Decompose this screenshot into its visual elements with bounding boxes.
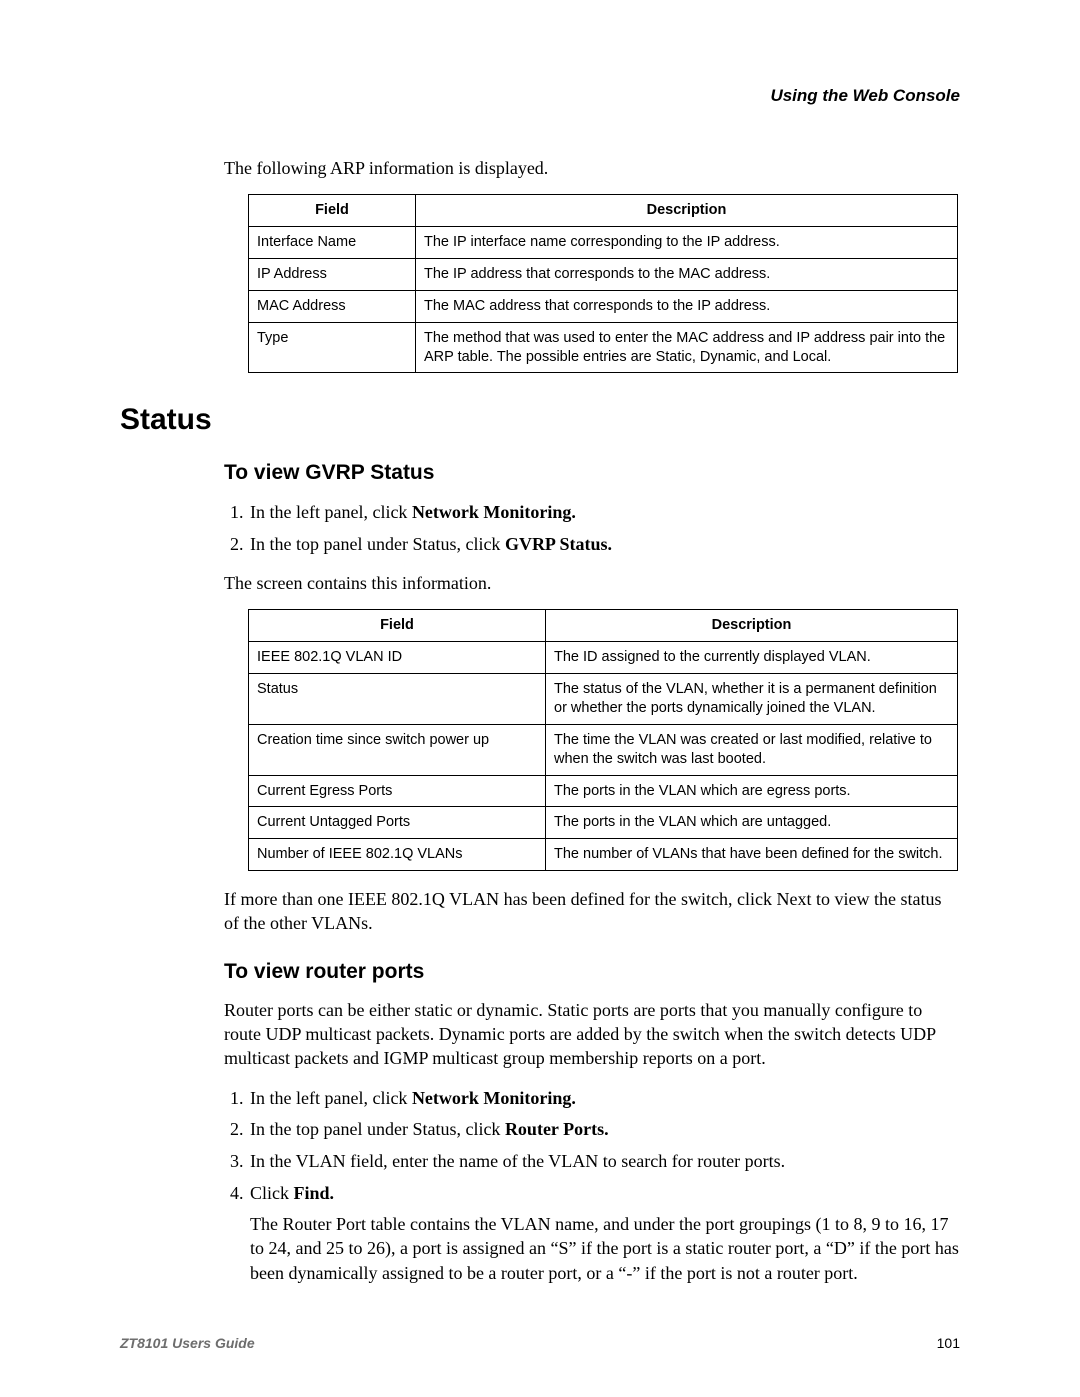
table-row: IEEE 802.1Q VLAN ID The ID assigned to t… [249,642,958,674]
step-text: Click [250,1183,294,1203]
table-header-row: Field Description [249,195,958,227]
gvrp-field: IEEE 802.1Q VLAN ID [249,642,546,674]
list-item: In the left panel, click Network Monitor… [248,499,960,527]
footer-guide-title: ZT8101 Users Guide [120,1335,255,1351]
gvrp-post-text: If more than one IEEE 802.1Q VLAN has be… [224,887,960,936]
router-intro-text: Router ports can be either static or dyn… [224,998,960,1071]
document-page: Using the Web Console The following ARP … [0,0,1080,1397]
page-footer: ZT8101 Users Guide 101 [120,1335,960,1351]
arp-field: Interface Name [249,227,416,259]
arp-desc: The MAC address that corresponds to the … [416,290,958,322]
gvrp-field: Current Egress Ports [249,775,546,807]
table-row: Current Untagged Ports The ports in the … [249,807,958,839]
arp-header-description: Description [416,195,958,227]
gvrp-header-description: Description [546,610,958,642]
gvrp-field: Creation time since switch power up [249,724,546,775]
table-row: Status The status of the VLAN, whether i… [249,674,958,725]
arp-intro-text: The following ARP information is display… [224,156,960,180]
gvrp-table: Field Description IEEE 802.1Q VLAN ID Th… [248,609,958,871]
step-bold: Network Monitoring. [412,1088,576,1108]
gvrp-field: Current Untagged Ports [249,807,546,839]
gvrp-intro-text: The screen contains this information. [224,571,960,595]
list-item: In the top panel under Status, click Rou… [248,1116,960,1144]
footer-page-number: 101 [937,1335,960,1351]
table-row: Type The method that was used to enter t… [249,322,958,373]
heading-router-ports: To view router ports [224,960,960,984]
gvrp-field: Number of IEEE 802.1Q VLANs [249,839,546,871]
step-bold: Find. [294,1183,335,1203]
table-row: Number of IEEE 802.1Q VLANs The number o… [249,839,958,871]
gvrp-desc: The time the VLAN was created or last mo… [546,724,958,775]
list-item: Click Find. The Router Port table contai… [248,1180,960,1285]
arp-desc: The IP interface name corresponding to t… [416,227,958,259]
arp-desc: The method that was used to enter the MA… [416,322,958,373]
arp-desc: The IP address that corresponds to the M… [416,258,958,290]
table-row: Creation time since switch power up The … [249,724,958,775]
table-row: IP Address The IP address that correspon… [249,258,958,290]
list-item: In the left panel, click Network Monitor… [248,1085,960,1113]
table-row: Current Egress Ports The ports in the VL… [249,775,958,807]
gvrp-header-field: Field [249,610,546,642]
list-item: In the VLAN field, enter the name of the… [248,1148,960,1176]
router-steps-list: In the left panel, click Network Monitor… [224,1085,960,1285]
step-bold: GVRP Status. [505,534,612,554]
table-row: Interface Name The IP interface name cor… [249,227,958,259]
arp-field: Type [249,322,416,373]
step-bold: Network Monitoring. [412,502,576,522]
table-row: MAC Address The MAC address that corresp… [249,290,958,322]
gvrp-desc: The ports in the VLAN which are egress p… [546,775,958,807]
step-subtext: The Router Port table contains the VLAN … [250,1212,960,1285]
arp-header-field: Field [249,195,416,227]
gvrp-desc: The ID assigned to the currently display… [546,642,958,674]
table-header-row: Field Description [249,610,958,642]
arp-table: Field Description Interface Name The IP … [248,194,958,373]
step-text: In the top panel under Status, click [250,534,505,554]
running-header: Using the Web Console [770,86,960,106]
list-item: In the top panel under Status, click GVR… [248,531,960,559]
heading-status: Status [120,403,960,437]
heading-gvrp: To view GVRP Status [224,461,960,485]
step-bold: Router Ports. [505,1119,609,1139]
gvrp-desc: The number of VLANs that have been defin… [546,839,958,871]
step-text: In the VLAN field, enter the name of the… [250,1151,785,1171]
gvrp-desc: The status of the VLAN, whether it is a … [546,674,958,725]
step-text: In the top panel under Status, click [250,1119,505,1139]
step-text: In the left panel, click [250,502,412,522]
arp-field: IP Address [249,258,416,290]
step-text: In the left panel, click [250,1088,412,1108]
gvrp-steps-list: In the left panel, click Network Monitor… [224,499,960,559]
gvrp-desc: The ports in the VLAN which are untagged… [546,807,958,839]
arp-field: MAC Address [249,290,416,322]
gvrp-field: Status [249,674,546,725]
